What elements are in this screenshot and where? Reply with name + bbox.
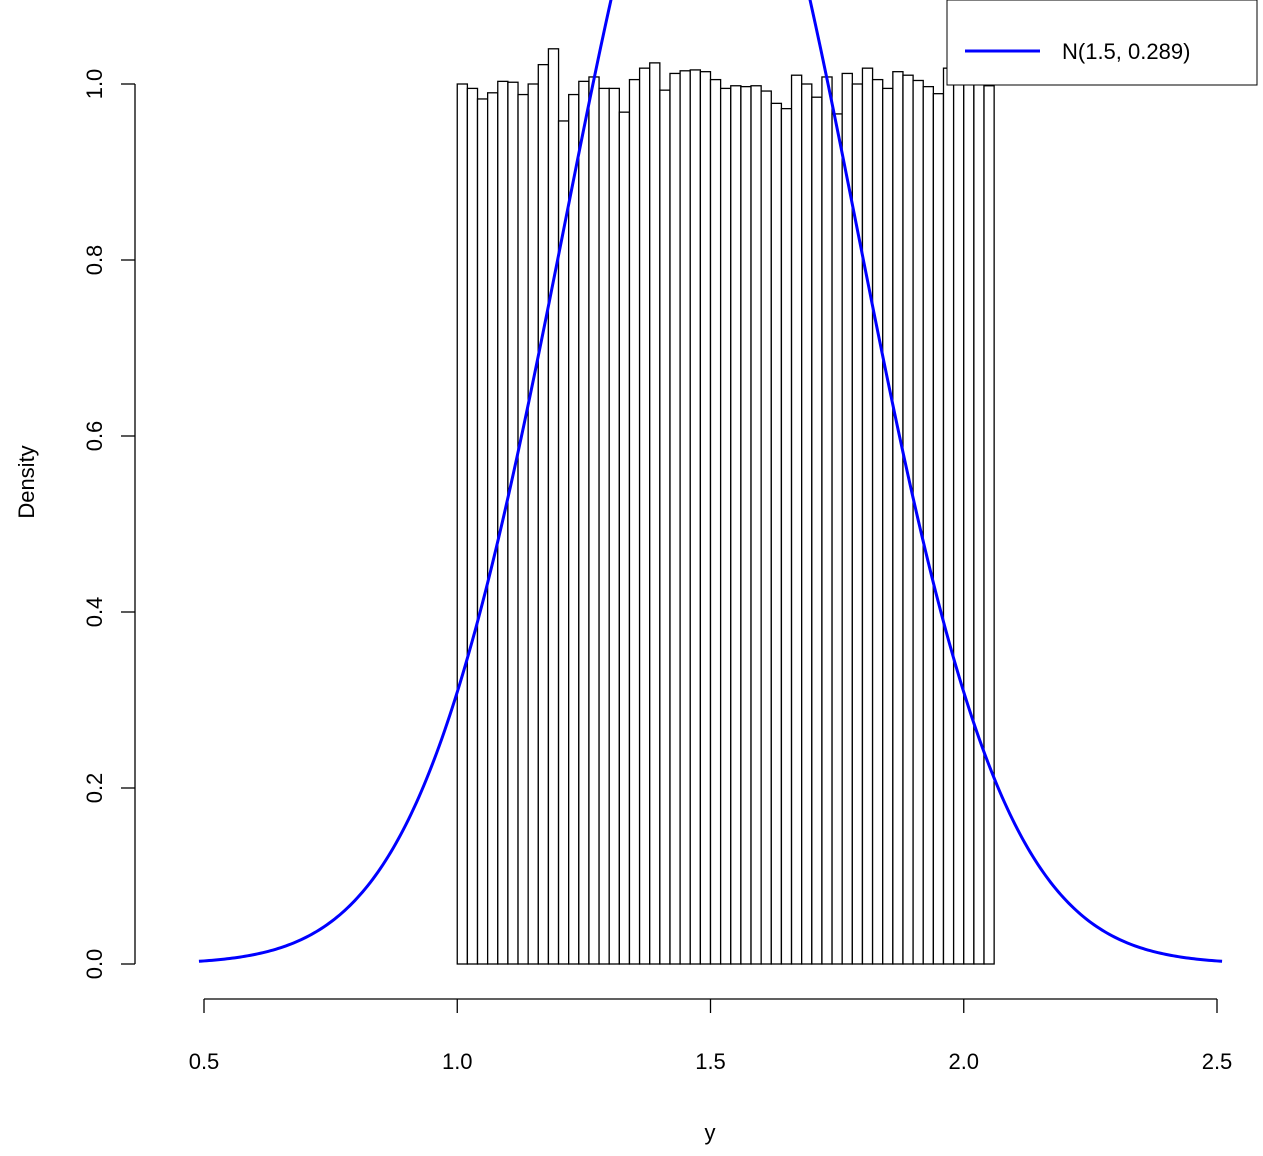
histogram-bar <box>922 85 935 965</box>
histogram-bar <box>963 76 975 965</box>
x-tick-label: 2.5 <box>1202 1049 1233 1074</box>
histogram-bar <box>871 78 884 965</box>
legend: N(1.5, 0.289) <box>946 0 1258 86</box>
y-tick-label: 0.4 <box>82 597 107 628</box>
histogram-bar <box>649 62 661 965</box>
histogram-bar <box>973 67 985 965</box>
histogram-bar <box>841 72 853 965</box>
histogram-bar <box>466 87 479 965</box>
y-tick-label: 0.2 <box>82 773 107 804</box>
y-axis-label: Density <box>14 445 39 518</box>
histogram-bar <box>578 80 590 965</box>
histogram-bar <box>679 70 691 965</box>
histogram-bar <box>740 85 752 965</box>
histogram-bar <box>608 87 620 965</box>
y-axis: 0.0 0.2 0.4 0.6 0.8 1.0 <box>82 69 136 980</box>
histogram-bar <box>476 98 489 965</box>
histogram-bar <box>507 81 519 965</box>
histogram-bar <box>638 67 651 965</box>
x-tick-label: 1.5 <box>695 1049 726 1074</box>
y-tick-label: 0.8 <box>82 245 107 276</box>
histogram-bar <box>861 67 874 965</box>
x-tick-label: 1.0 <box>442 1049 473 1074</box>
histogram-bar <box>780 107 793 965</box>
histogram-bar <box>952 80 965 965</box>
histogram-bar <box>730 85 742 965</box>
histogram-bar <box>517 93 529 965</box>
y-tick-label: 1.0 <box>82 69 107 100</box>
x-axis-label: y <box>705 1120 716 1145</box>
x-tick-label: 2.0 <box>948 1049 979 1074</box>
histogram-bar <box>568 93 580 965</box>
histogram-bar <box>790 74 803 965</box>
histogram-bar <box>811 96 823 965</box>
histogram-bar <box>932 93 945 965</box>
histogram-bar <box>486 92 499 965</box>
histogram-bar <box>598 87 610 965</box>
histogram-bar <box>882 87 894 965</box>
histogram-bar <box>588 76 600 965</box>
histogram-bar <box>892 71 904 965</box>
x-axis: 0.5 1.0 1.5 2.0 2.5 <box>189 998 1233 1074</box>
histogram-bar <box>831 113 843 965</box>
histogram-bar <box>821 76 833 965</box>
y-tick-label: 0.0 <box>82 949 107 980</box>
histogram-bar <box>719 87 732 965</box>
histogram-bar <box>618 111 631 965</box>
histogram-bar <box>456 83 469 965</box>
histogram-bar <box>689 69 702 965</box>
histogram-bar <box>750 85 762 965</box>
histogram-bar <box>537 63 550 965</box>
legend-label: N(1.5, 0.289) <box>1062 39 1190 64</box>
y-tick-label: 0.6 <box>82 421 107 452</box>
histogram-bar <box>983 85 995 965</box>
histogram-bar <box>527 83 539 965</box>
legend-box <box>946 0 1258 86</box>
histogram-bar <box>709 78 722 965</box>
density-curve <box>198 0 1223 963</box>
histogram-bar <box>628 78 641 965</box>
histogram-bar <box>760 90 772 965</box>
x-tick-label: 0.5 <box>189 1049 220 1074</box>
histogram-bar <box>801 83 813 965</box>
histogram-bar <box>902 74 914 965</box>
histogram-bar <box>770 102 783 965</box>
histogram-bar <box>942 67 955 965</box>
histogram-bar <box>669 72 681 965</box>
histogram-bar <box>699 71 712 965</box>
histogram-bar <box>547 48 560 965</box>
histogram-bar <box>659 89 671 965</box>
